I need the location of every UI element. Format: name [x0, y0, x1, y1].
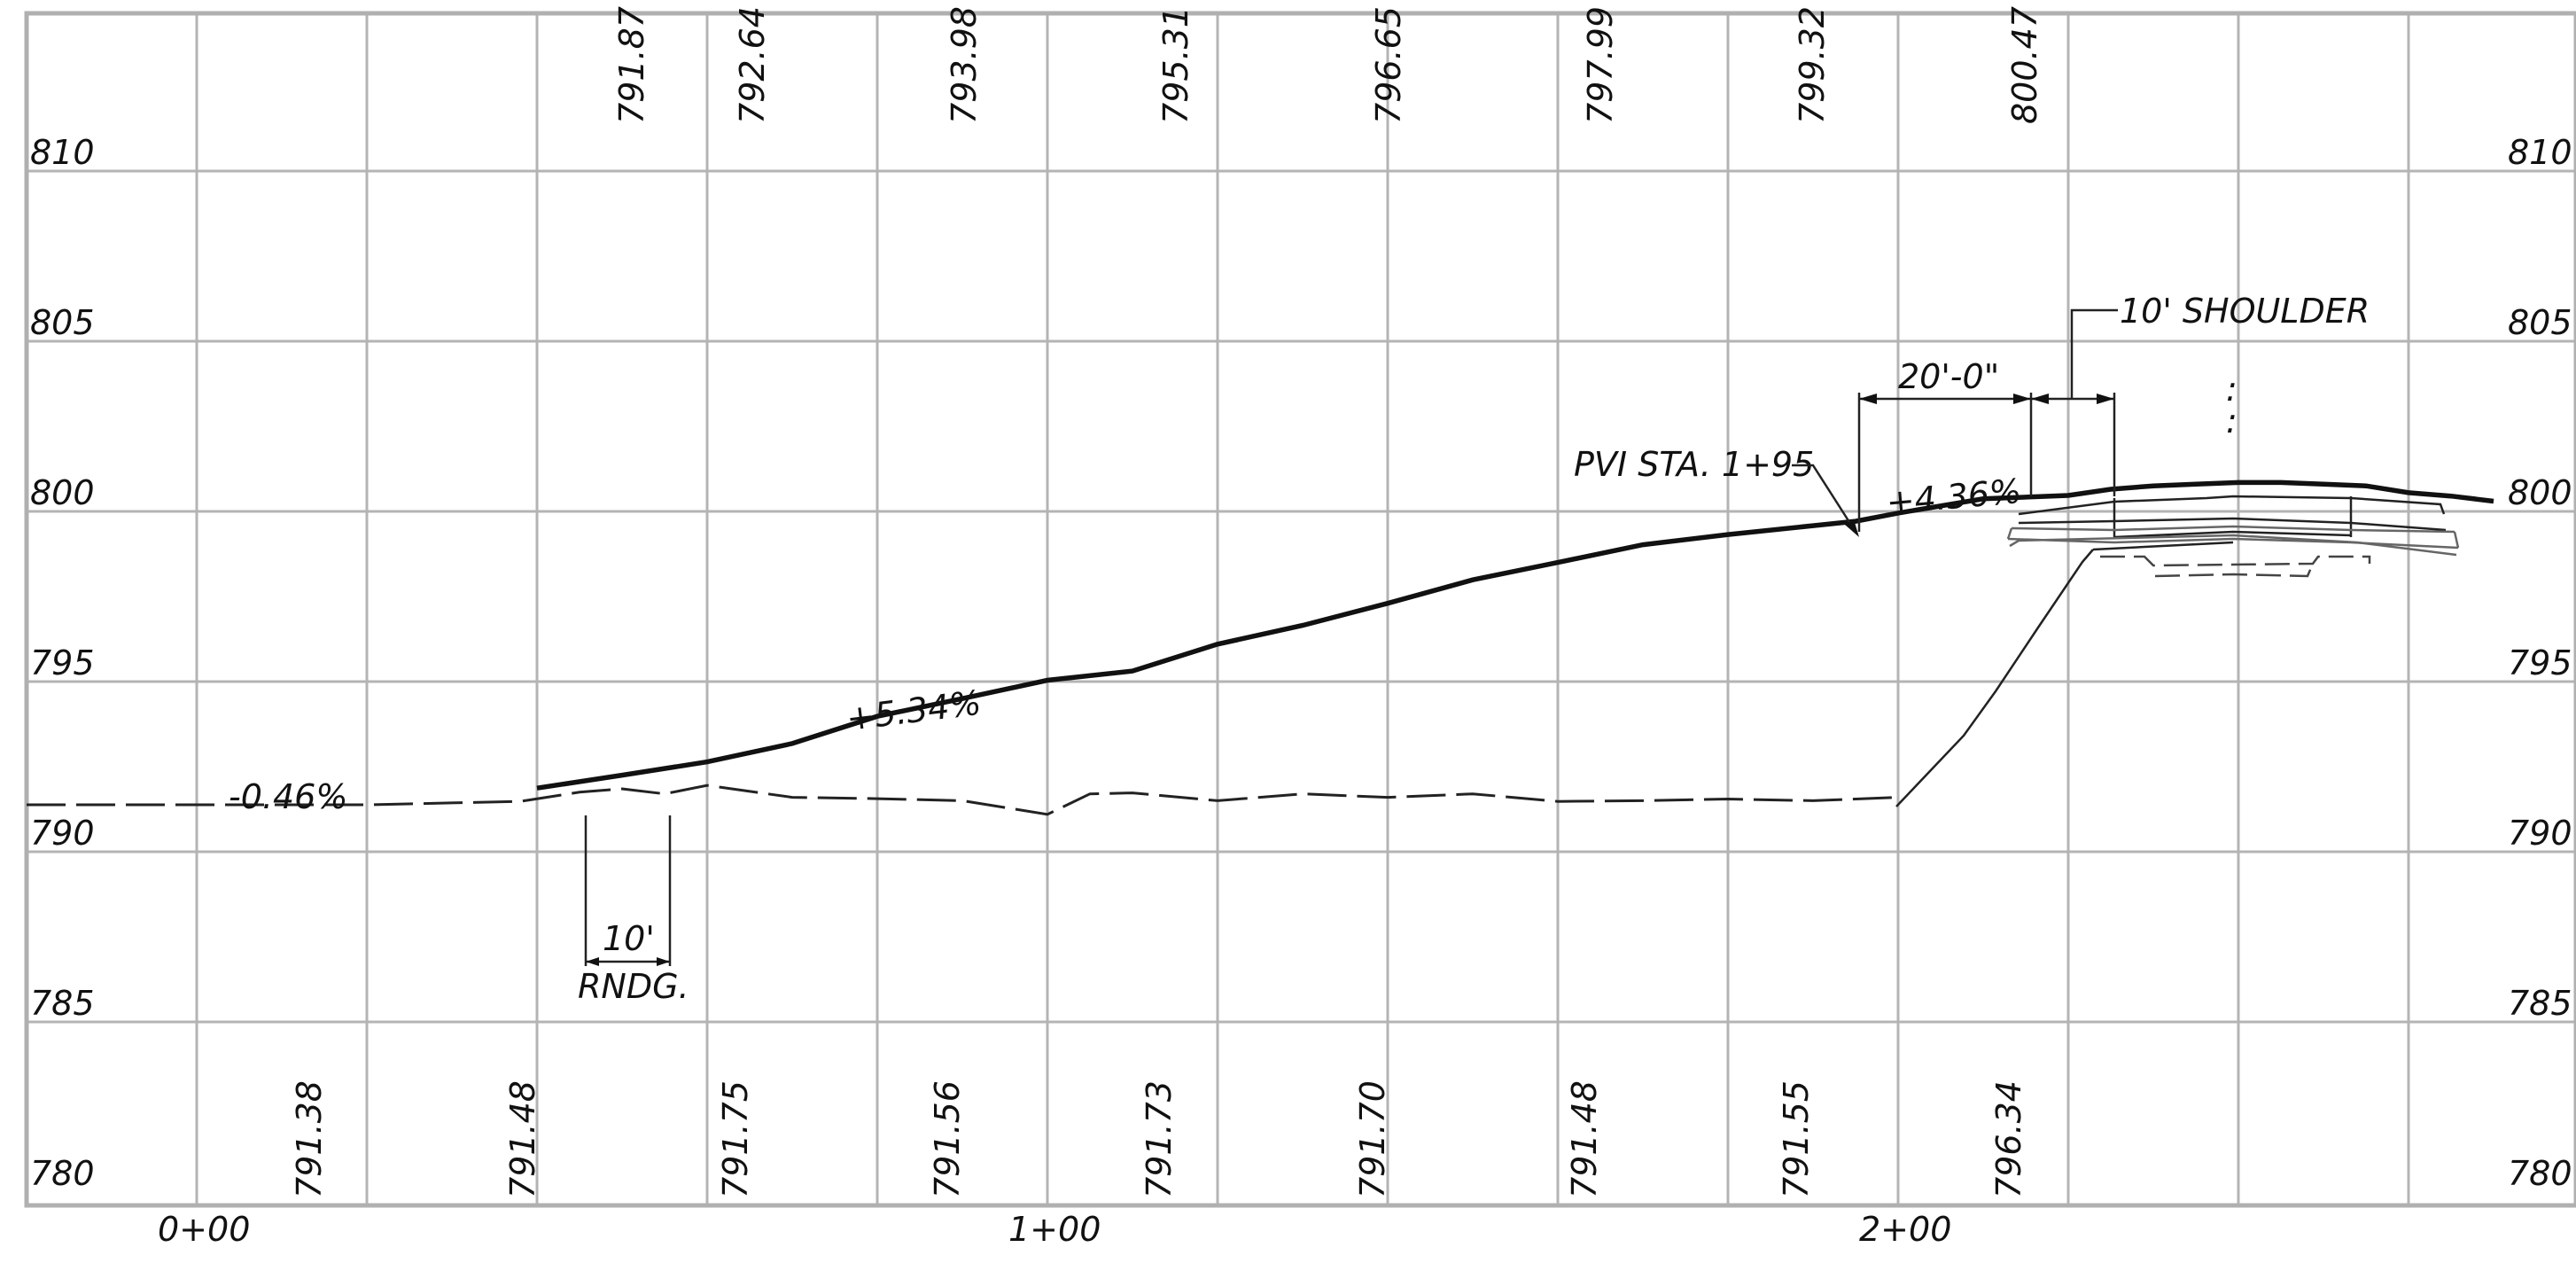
dimension-label: 20'-0" — [1898, 357, 1999, 396]
existing-elevation-label: 791.38 — [290, 1080, 329, 1198]
roadway-section: : : — [2006, 370, 2460, 578]
svg-text::: : — [2226, 370, 2237, 409]
station-tick: 0+00 — [158, 1210, 250, 1249]
right-elevation-tick: 805 — [2508, 303, 2572, 342]
rounding-length-label: 10' — [603, 919, 655, 958]
station-tick: 1+00 — [1008, 1210, 1101, 1249]
proposed-elevation-label: 792.64 — [733, 6, 772, 124]
existing-elevation-label: 791.48 — [503, 1080, 542, 1198]
right-elevation-tick: 780 — [2508, 1154, 2572, 1193]
left-elevation-tick: 800 — [30, 473, 95, 512]
existing-elevation-label: 791.55 — [1777, 1080, 1816, 1198]
right-elevation-tick: 800 — [2508, 473, 2572, 512]
proposed-elevation-label: 795.31 — [1156, 6, 1195, 124]
shoulder-label: 10' SHOULDER — [2120, 292, 2370, 331]
fill-slope-line — [1895, 549, 2094, 807]
station-axis: 0+00 1+00 2+00 — [158, 1210, 1951, 1249]
grade-top-label: +4.36% — [1885, 472, 2023, 522]
existing-elevation-label: 791.73 — [1140, 1080, 1179, 1198]
proposed-elevation-labels: 791.87 792.64 793.98 795.31 796.65 797.99 799.… — [612, 6, 2044, 124]
pvi-callout: PVI STA. 1+95 — [1574, 445, 1859, 537]
existing-elevation-label: 791.48 — [1565, 1080, 1604, 1198]
left-elevation-tick: 810 — [30, 133, 95, 172]
left-elevation-tick: 790 — [30, 814, 95, 853]
proposed-elevation-label: 796.65 — [1369, 6, 1408, 124]
existing-elevation-label: 791.75 — [716, 1080, 755, 1198]
proposed-grade-line — [536, 479, 2494, 791]
station-tick: 2+00 — [1859, 1210, 1951, 1249]
existing-elevation-label: 791.70 — [1353, 1080, 1392, 1198]
left-elevation-tick: 785 — [30, 984, 95, 1023]
existing-elevation-label: 796.34 — [1989, 1080, 2028, 1198]
drawing-frame — [24, 11, 2576, 1208]
right-elevation-tick: 790 — [2508, 814, 2572, 853]
left-elevation-tick: 795 — [30, 643, 95, 682]
left-elevation-tick: 780 — [30, 1154, 95, 1193]
right-elevation-axis: 810 805 800 795 790 785 780 — [2508, 133, 2572, 1193]
left-elevation-tick: 805 — [30, 303, 95, 342]
right-elevation-tick: 785 — [2508, 984, 2572, 1023]
existing-grade-label: -0.46% — [229, 777, 347, 816]
existing-elevation-label: 791.56 — [928, 1080, 967, 1198]
left-elevation-axis: 810 805 800 795 790 785 780 — [30, 133, 95, 1193]
proposed-elevation-label: 793.98 — [945, 6, 984, 124]
pvi-label: PVI STA. 1+95 — [1574, 445, 1814, 484]
proposed-elevation-label: 800.47 — [2005, 6, 2044, 124]
width-dimension: 20'-0" 10' SHOULDER — [1857, 292, 2370, 532]
grade-up-label: +5.34% — [844, 683, 984, 738]
rounding-label: RNDG. — [578, 967, 689, 1006]
proposed-elevation-label: 791.87 — [612, 6, 651, 124]
existing-ground-line — [27, 784, 1899, 816]
rounding-dimension: 10' RNDG. — [578, 815, 689, 1006]
existing-elevation-labels: 791.38 791.48 791.75 791.56 791.73 791.70 791.… — [290, 1080, 2028, 1198]
proposed-elevation-label: 797.99 — [1581, 6, 1620, 124]
proposed-elevation-label: 799.32 — [1793, 6, 1832, 124]
svg-text::: : — [2226, 402, 2237, 440]
right-elevation-tick: 810 — [2508, 133, 2572, 172]
right-elevation-tick: 795 — [2508, 643, 2572, 682]
grid — [25, 13, 2576, 1205]
